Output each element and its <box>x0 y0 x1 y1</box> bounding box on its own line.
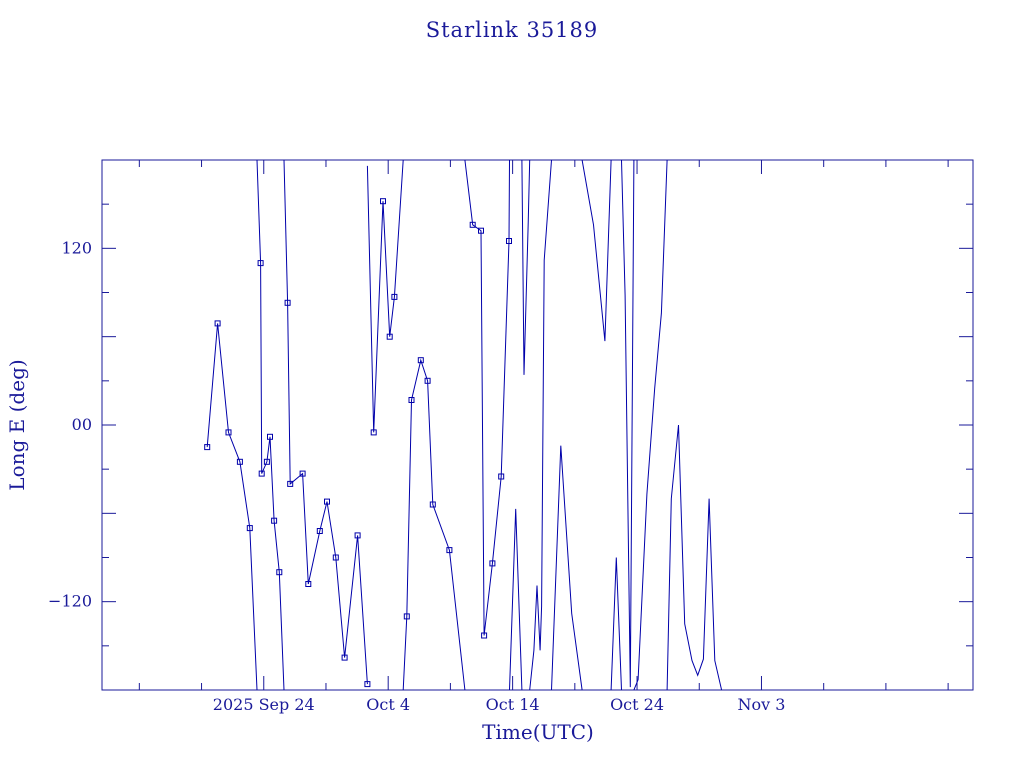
series-line <box>283 160 368 685</box>
data-point <box>225 429 232 436</box>
data-point <box>354 532 361 539</box>
data-point <box>341 654 348 661</box>
data-point <box>299 470 306 477</box>
x-tick-label: Nov 3 <box>738 695 786 714</box>
series-line <box>551 445 583 690</box>
data-point <box>478 227 484 234</box>
data-point <box>284 299 291 306</box>
data-point <box>481 632 488 639</box>
series-line <box>464 160 510 636</box>
data-point <box>469 221 476 228</box>
series-line <box>621 160 635 688</box>
data-point <box>316 528 323 534</box>
x-tick-label: Oct 4 <box>366 695 410 714</box>
data-point <box>246 525 253 532</box>
y-tick-label: 120 <box>61 238 92 257</box>
data-point <box>424 377 431 384</box>
plot-frame <box>101 159 974 691</box>
series-line <box>521 160 531 375</box>
data-point <box>267 433 273 440</box>
series-line <box>610 557 622 690</box>
data-point <box>391 293 398 300</box>
series-line <box>256 160 285 690</box>
x-tick-label: Oct 24 <box>610 695 664 714</box>
y-axis-label: Long E (deg) <box>5 359 29 490</box>
series-line <box>529 160 552 690</box>
data-point <box>364 681 371 688</box>
series-line <box>402 358 466 690</box>
data-point <box>506 238 512 244</box>
series-line <box>366 160 404 433</box>
data-point <box>271 517 278 524</box>
series-line <box>206 323 258 690</box>
data-point <box>214 320 221 327</box>
plot-area <box>204 160 723 690</box>
data-point <box>498 473 505 480</box>
axis-ticks <box>102 160 973 690</box>
x-tick-label: Oct 14 <box>486 695 540 714</box>
data-point <box>408 397 415 403</box>
data-point <box>305 581 312 587</box>
data-point <box>489 560 496 567</box>
series-line <box>633 160 668 690</box>
data-point <box>236 458 243 465</box>
series-line <box>509 508 523 690</box>
data-point <box>370 429 377 436</box>
data-point <box>276 569 283 576</box>
series-line <box>581 160 612 342</box>
data-point <box>324 498 330 505</box>
data-point <box>287 480 294 487</box>
x-tick-label: 2025 Sep 24 <box>213 695 315 714</box>
y-tick-label: −120 <box>48 592 92 611</box>
data-point <box>257 260 264 267</box>
tick-labels: 120 00 −120 2025 Sep 24 Oct 4 Oct 14 Oct 24 Nov… <box>48 238 785 714</box>
data-point <box>417 357 424 364</box>
data-point <box>446 547 453 554</box>
data-point <box>403 613 410 620</box>
data-point <box>332 554 339 561</box>
data-point <box>386 333 393 340</box>
data-point <box>258 470 265 477</box>
data-point <box>204 444 211 451</box>
x-axis-label: Time(UTC) <box>482 720 594 744</box>
data-point <box>263 458 270 465</box>
data-point <box>380 198 386 205</box>
chart-title: Starlink 35189 <box>426 18 599 42</box>
y-tick-label: 00 <box>72 415 92 434</box>
data-point <box>429 501 436 508</box>
series-line <box>666 424 723 690</box>
